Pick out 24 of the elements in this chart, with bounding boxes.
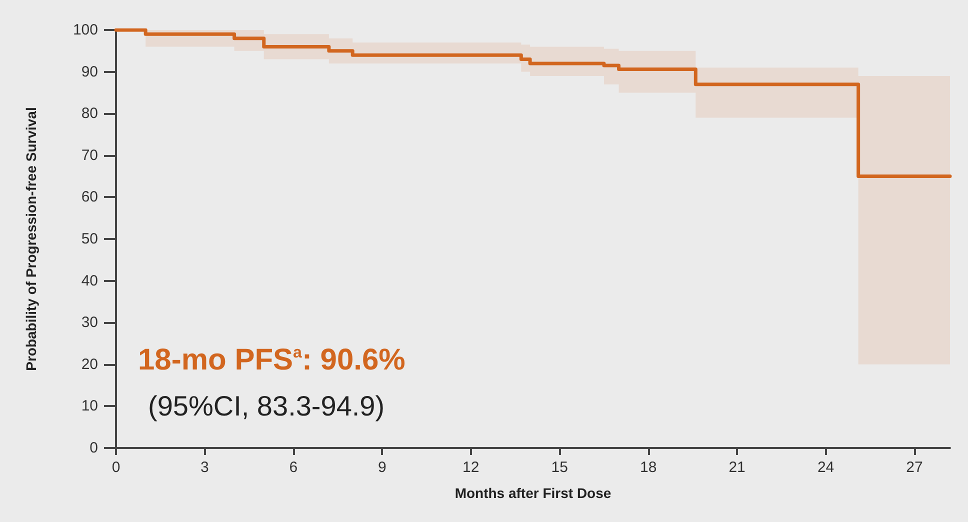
x-tick-label: 9 [378, 459, 386, 476]
x-tick-label: 6 [289, 459, 298, 476]
y-tick-label: 90 [81, 63, 98, 80]
y-axis-title: Probability of Progression-free Survival [23, 107, 39, 371]
annotation: (95%CI, 83.3-94.9) [148, 390, 385, 422]
x-tick-label: 24 [817, 459, 834, 476]
x-tick-label: 12 [462, 459, 480, 476]
x-tick-label: 18 [640, 459, 657, 476]
y-tick-label: 70 [81, 146, 98, 164]
y-tick-label: 80 [81, 105, 98, 122]
y-tick-label: 0 [90, 440, 98, 456]
x-tick-label: 3 [200, 459, 209, 476]
x-tick-label: 15 [551, 459, 568, 476]
y-tick-label: 40 [81, 272, 98, 290]
y-tick-label: 60 [81, 188, 98, 206]
x-tick-label: 27 [906, 459, 923, 476]
y-tick-label: 10 [81, 398, 98, 415]
y-tick-label: 50 [81, 230, 98, 248]
y-tick-label: 100 [72, 22, 98, 38]
x-tick-label: 0 [112, 459, 120, 476]
x-tick-label: 21 [728, 459, 746, 476]
x-axis-title: Months after First Dose [454, 485, 612, 501]
y-tick-label: 20 [81, 356, 98, 373]
y-tick-label: 30 [81, 314, 98, 332]
